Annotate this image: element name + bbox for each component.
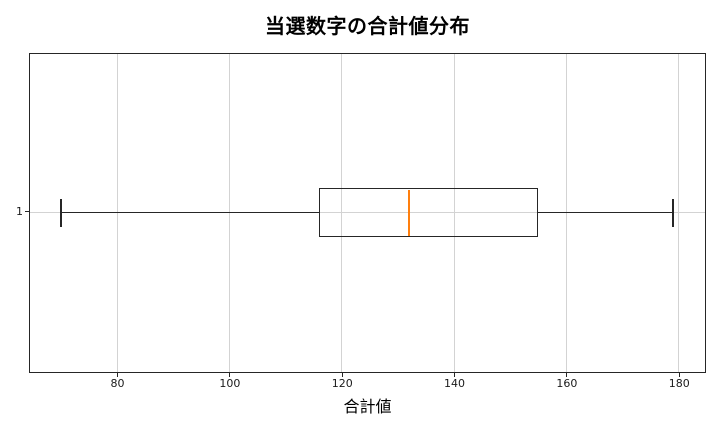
chart-title: 当選数字の合計値分布 xyxy=(265,14,470,38)
x-tick-label: 180 xyxy=(668,377,690,390)
whisker-cap-low xyxy=(60,198,62,227)
x-tick-label: 80 xyxy=(110,377,125,390)
x-tick-label: 100 xyxy=(219,377,241,390)
whisker-high-line xyxy=(538,211,674,214)
x-tick-mark xyxy=(229,373,231,377)
y-tick-mark xyxy=(25,211,29,212)
median-line xyxy=(408,189,410,236)
whisker-low-line xyxy=(60,211,320,214)
x-tick-mark xyxy=(454,373,456,377)
x-tick-mark xyxy=(566,373,568,377)
x-tick-label: 160 xyxy=(556,377,578,390)
whisker-cap-high xyxy=(672,198,674,227)
x-gridline xyxy=(453,54,455,372)
y-tick-label: 1 xyxy=(16,205,23,218)
x-tick-label: 140 xyxy=(444,377,466,390)
x-tick-mark xyxy=(678,373,680,377)
x-gridline xyxy=(678,54,680,372)
x-axis-label: 合計値 xyxy=(343,397,392,416)
y-gridline xyxy=(30,212,705,213)
plot-area xyxy=(29,53,706,373)
x-tick-mark xyxy=(117,373,119,377)
iqr-box xyxy=(319,188,539,237)
x-tick-label: 120 xyxy=(331,377,353,390)
x-tick-mark xyxy=(341,373,343,377)
x-gridline xyxy=(341,54,343,372)
